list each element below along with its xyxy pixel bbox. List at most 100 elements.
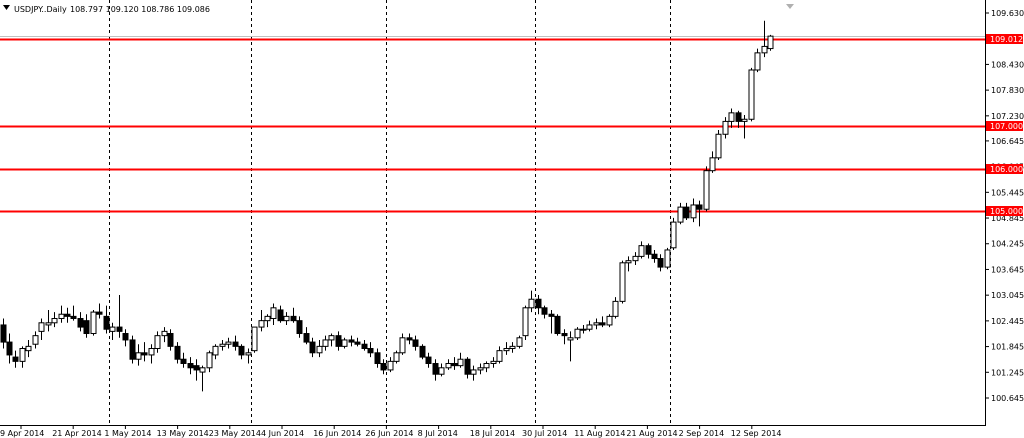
candle [258,309,265,332]
candle-body [70,315,77,320]
price-axis-label: 107.230 [991,112,1024,121]
candle-body [103,315,110,330]
candle [154,331,161,353]
candle-body [25,345,32,352]
candle [470,365,477,381]
candle-body [193,365,200,371]
candle [586,320,593,332]
candle [477,363,484,375]
candle [516,335,523,349]
candle-body [238,345,245,356]
candle-body [457,358,464,367]
candle [361,339,368,351]
candle-body [296,320,303,335]
candle-body [19,348,26,362]
price-level-tag-bg [986,121,1023,131]
candle [219,339,226,351]
candle-body [561,333,568,337]
candle-body [683,206,690,219]
candle-body [316,345,323,354]
candle-body [212,345,219,356]
candle-body [741,118,748,122]
candle-body [361,343,368,350]
candle-body [690,204,697,219]
candle [767,34,774,51]
candle [51,312,58,328]
price-level-tag: 105.000 [986,206,1023,216]
candle [367,342,374,358]
price-axis-label: 108.430 [991,60,1024,69]
price-axis-label: 101.245 [991,368,1024,377]
candle [296,316,303,338]
candle-body [387,360,394,371]
candle [348,335,355,347]
candle-body [496,350,503,362]
candle-body [251,326,258,352]
candle-body [32,335,39,345]
candle [612,297,619,319]
candle-body [535,298,542,309]
candle [19,346,26,368]
candle-body [12,356,19,362]
shift-marker-icon[interactable] [786,4,794,9]
candle [574,327,581,340]
candle-body [522,307,529,337]
candle-body [154,335,161,350]
candle [277,305,284,323]
candle [303,327,310,345]
candle [438,363,445,377]
price-axis-label: 109.630 [991,9,1024,18]
candle [6,333,13,364]
candle [90,309,97,336]
candle [341,337,348,349]
candle [83,314,90,338]
candle-body [709,157,716,172]
candle-body [586,324,593,330]
candle-body [722,120,729,135]
candle [374,348,381,368]
candle-body [677,206,684,223]
candle-body [77,318,84,328]
price-axis-label: 104.245 [991,240,1024,249]
chart-symbol-title: USDJPY..Daily [14,5,67,14]
chart-header: USDJPY..Daily 108.797 109.120 108.786 10… [3,5,210,14]
price-tags: 109.012 107.000 106.000 105.000 [986,34,1023,216]
candle [761,20,768,58]
candle-body [129,339,136,360]
candle [96,303,103,319]
candle-body [270,307,277,320]
candle [606,314,613,328]
time-axis-label: 8 Jul 2014 [418,429,458,438]
time-axis-label: 1 May 2014 [104,429,151,438]
candle-body [38,322,45,332]
candle [309,337,316,358]
candle [135,344,142,366]
candle [638,241,645,259]
candle-body [438,367,445,375]
candle-body [264,315,271,322]
candle [187,357,194,375]
price-level-tag-bg [986,34,1023,44]
candle [322,335,329,351]
candle [709,151,716,173]
candle [503,342,510,355]
time-axis-label: 13 May 2014 [157,429,209,438]
time-axis-label: 2 Sep 2014 [679,429,725,438]
candle [548,309,555,334]
candle-body [206,352,213,369]
candle-body [645,245,652,255]
candle-body [354,341,361,345]
candle-body [619,262,626,302]
candle [316,339,323,358]
time-axis-label: 21 Apr 2014 [52,429,101,438]
candle [206,350,213,373]
price-axis-label: 106.645 [991,137,1024,146]
candle-body [574,328,581,339]
candle [45,309,52,332]
horizontal-levels[interactable] [0,36,985,213]
candle [109,322,116,340]
candle-body [96,311,103,315]
candle [328,333,335,347]
candle [174,342,181,364]
